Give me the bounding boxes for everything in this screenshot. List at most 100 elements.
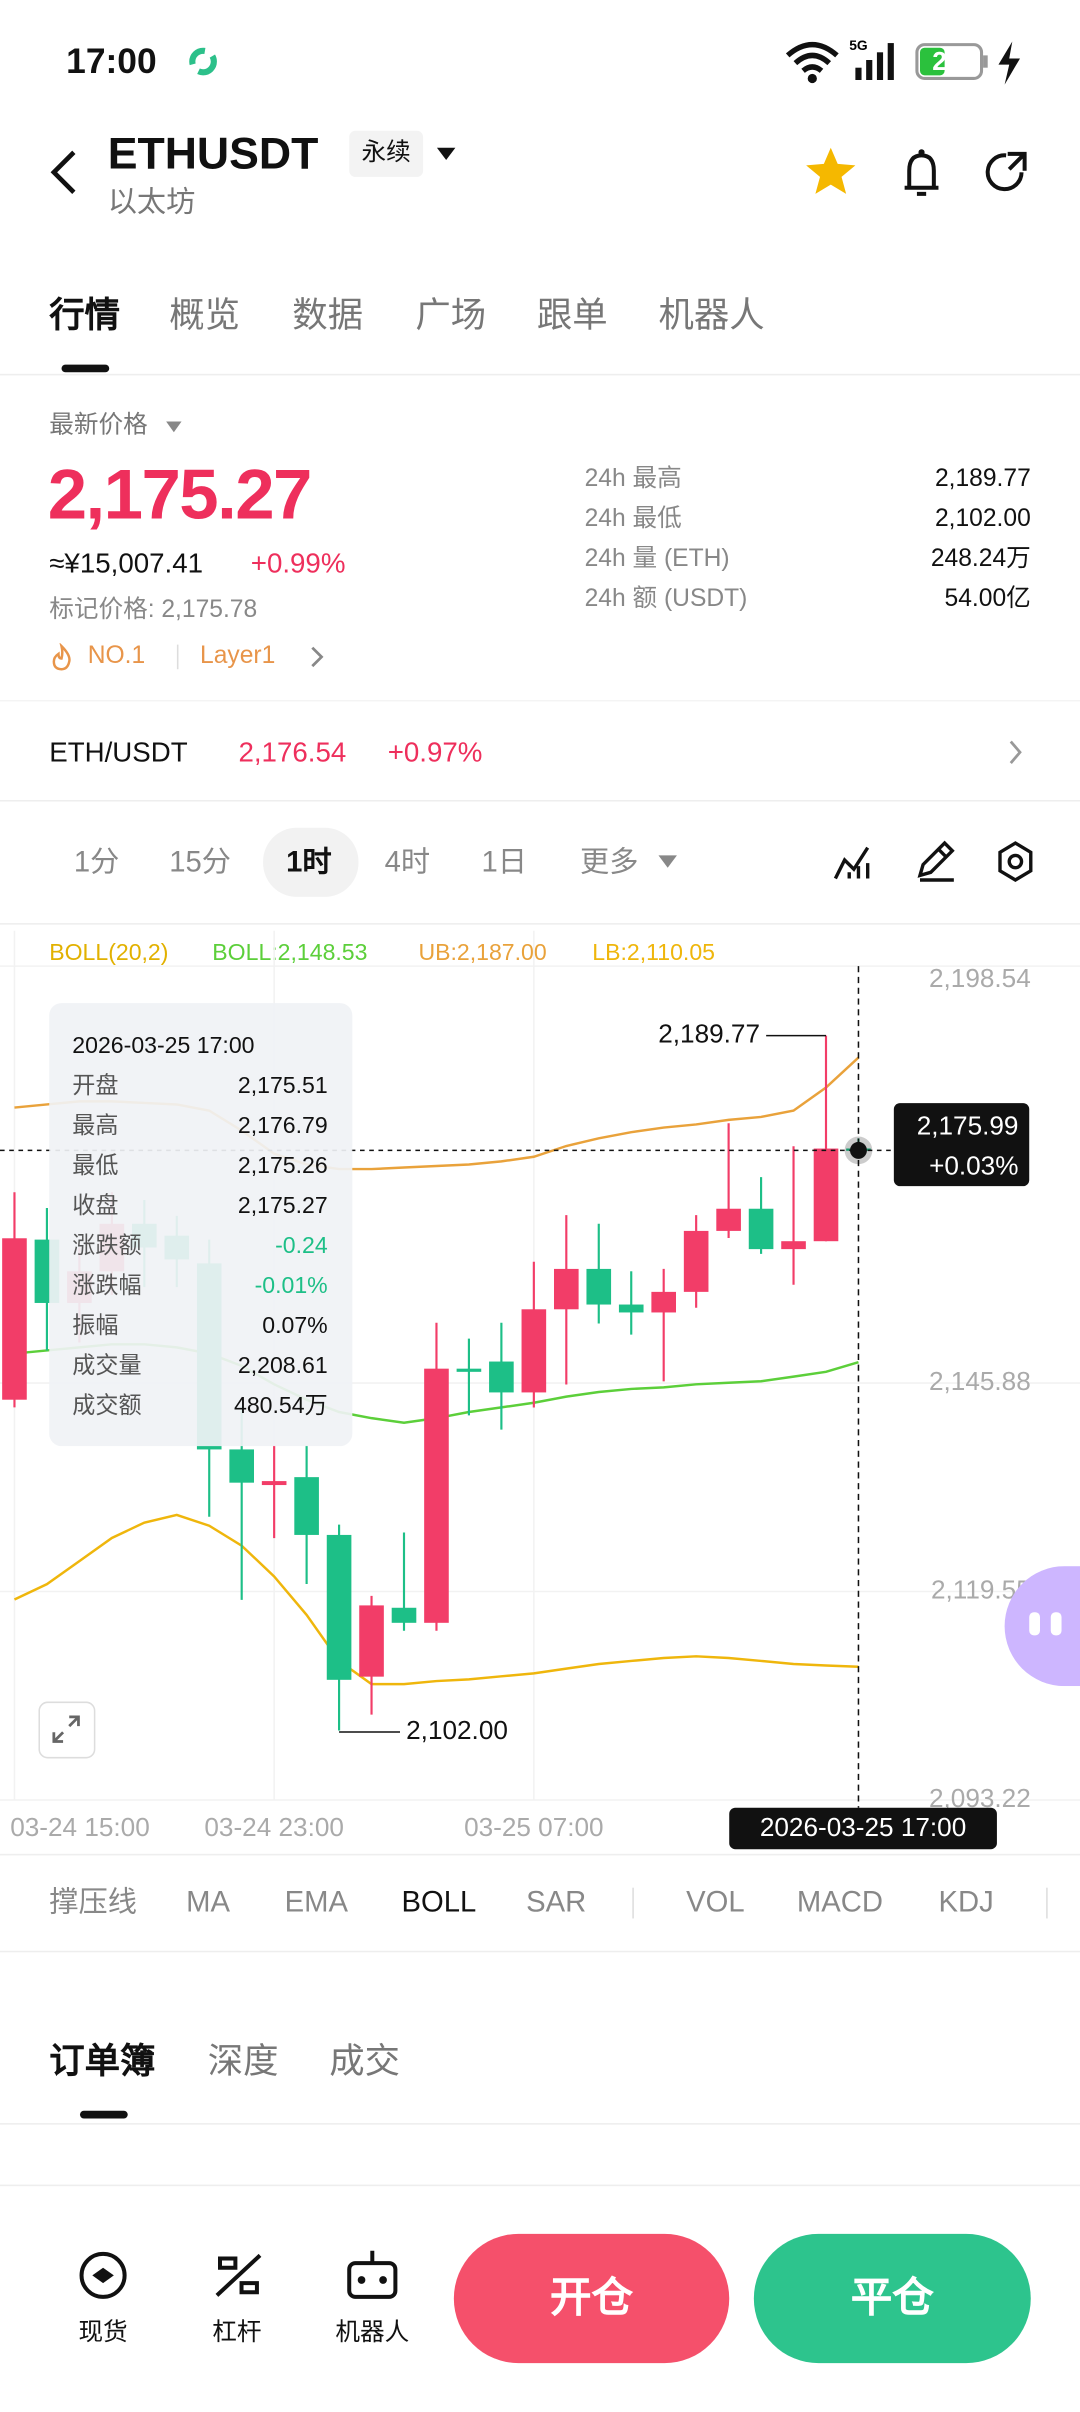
mark-price: 标记价格: 2,175.78 <box>49 596 258 624</box>
chart-tools[interactable] <box>831 838 1039 884</box>
close-label: 平仓 <box>850 2274 934 2321</box>
book-tab[interactable]: 深度 <box>207 2040 279 2081</box>
expand-button[interactable] <box>38 1701 96 1759</box>
price-label: 最新价格 <box>49 412 148 439</box>
tooltip-value: -0.01% <box>254 1273 328 1300</box>
candle-body <box>424 1368 449 1623</box>
close-button[interactable] <box>753 2233 1031 2364</box>
interval[interactable]: 更多 <box>580 846 639 880</box>
legend-entry: LB:2,110.05 <box>592 939 715 965</box>
tooltip-value: 2,176.79 <box>237 1113 328 1140</box>
sector-badge[interactable]: Layer1 <box>200 643 276 670</box>
legend-title: BOLL(20,2) <box>49 939 168 965</box>
tab-indicator <box>61 364 110 373</box>
tab[interactable]: 行情 <box>49 294 121 335</box>
tab[interactable]: 数据 <box>292 294 364 335</box>
coin-name: 以太坊 <box>107 186 196 220</box>
divider <box>0 2123 1080 2125</box>
contract-tag: 永续 <box>361 140 411 167</box>
candle-body <box>651 1291 677 1313</box>
interval-selected-bg <box>263 827 359 897</box>
stat-value: 248.24万 <box>930 546 1031 573</box>
boll-line <box>13 1513 859 1686</box>
header-actions[interactable] <box>803 145 1034 200</box>
candle-body <box>781 1241 806 1250</box>
indicator[interactable]: 撑压线 <box>49 1886 137 1920</box>
tooltip <box>49 1003 353 1447</box>
candle-body <box>489 1361 514 1393</box>
tooltip-label: 开盘 <box>72 1073 119 1100</box>
y-tick-label: 2,198.54 <box>929 963 1031 993</box>
nav-item[interactable]: 机器人 <box>335 2320 410 2347</box>
candle-body <box>294 1477 319 1535</box>
stat-label: 24h 额 (USDT) <box>584 586 748 613</box>
price-tag <box>893 1103 1030 1187</box>
svg-text:5G: 5G <box>849 37 867 53</box>
app-icon <box>189 47 217 76</box>
spot-price: 2,176.54 <box>238 736 347 768</box>
book-tab[interactable]: 成交 <box>329 2040 401 2081</box>
indicator[interactable]: MACD <box>796 1886 884 1920</box>
candle-body <box>326 1534 352 1680</box>
interval[interactable]: 1时 <box>286 846 332 880</box>
clock: 17:00 <box>66 40 157 81</box>
candle-body <box>521 1309 547 1393</box>
min-annotation: 2,102.00 <box>406 1715 508 1745</box>
spot-change: +0.97% <box>387 736 483 768</box>
assistant-bubble[interactable] <box>1003 1566 1080 1687</box>
indicator[interactable]: BOLL <box>401 1886 477 1920</box>
legend-entry: UB:2,187.00 <box>418 939 546 965</box>
tooltip-label: 成交额 <box>72 1393 142 1420</box>
book-tab[interactable]: 订单簿 <box>49 2040 156 2081</box>
tooltip-label: 涨跌额 <box>72 1233 142 1260</box>
indicator[interactable]: EMA <box>284 1886 348 1920</box>
candle-body <box>813 1148 839 1242</box>
crosshair-time: 2026-03-25 17:00 <box>760 1812 966 1842</box>
interval[interactable]: 4时 <box>384 846 431 880</box>
bottom-icons <box>79 2250 398 2299</box>
interval[interactable]: 1分 <box>73 846 120 880</box>
tab[interactable]: 跟单 <box>536 294 608 335</box>
tab[interactable]: 广场 <box>415 294 487 335</box>
candle-body <box>554 1268 579 1310</box>
dropdown-caret[interactable] <box>435 145 457 163</box>
tab[interactable]: 机器人 <box>658 294 765 335</box>
nav-item[interactable]: 现货 <box>78 2320 128 2347</box>
nav-item[interactable]: 杠杆 <box>212 2320 262 2347</box>
legend-entry: BOLL:2,148.53 <box>212 939 367 965</box>
open-button[interactable] <box>453 2233 730 2364</box>
indicator[interactable]: VOL <box>686 1886 745 1920</box>
caret <box>166 421 182 433</box>
tooltip-value: 2,175.26 <box>237 1153 328 1180</box>
tooltip-label: 振幅 <box>72 1313 119 1340</box>
separator <box>632 1887 634 1919</box>
candle-body <box>391 1607 417 1623</box>
kline-chart[interactable]: BOLL(20,2) BOLL:2,148.53 UB:2,187.00 LB:2,1… <box>0 923 1080 1854</box>
tab-indicator <box>80 2110 128 2119</box>
rank-badge[interactable]: NO.1 <box>87 643 146 670</box>
separator <box>176 644 179 670</box>
open-label: 开仓 <box>550 2274 634 2321</box>
divider <box>0 2184 1080 2187</box>
candle-body <box>748 1208 774 1250</box>
candle-body <box>618 1304 644 1313</box>
tab[interactable]: 概览 <box>169 294 241 335</box>
interval[interactable]: 15分 <box>169 846 231 880</box>
candle-body <box>229 1449 255 1483</box>
divider <box>0 1853 1080 1856</box>
back-button[interactable] <box>43 148 86 197</box>
tooltip-label: 涨跌幅 <box>72 1273 142 1300</box>
spot-pair[interactable]: ETH/USDT <box>49 736 188 768</box>
max-annotation: 2,189.77 <box>658 1018 760 1048</box>
indicator[interactable]: KDJ <box>938 1886 994 1920</box>
chevron[interactable] <box>1006 738 1024 766</box>
indicator[interactable]: SAR <box>526 1886 587 1920</box>
candle-body <box>359 1605 384 1677</box>
divider <box>0 923 1080 925</box>
tag-box[interactable] <box>349 130 424 177</box>
x-tick-label: 03-24 23:00 <box>204 1812 344 1842</box>
interval[interactable]: 1日 <box>481 846 528 880</box>
divider <box>0 1950 1080 1953</box>
indicator[interactable]: MA <box>186 1886 231 1920</box>
